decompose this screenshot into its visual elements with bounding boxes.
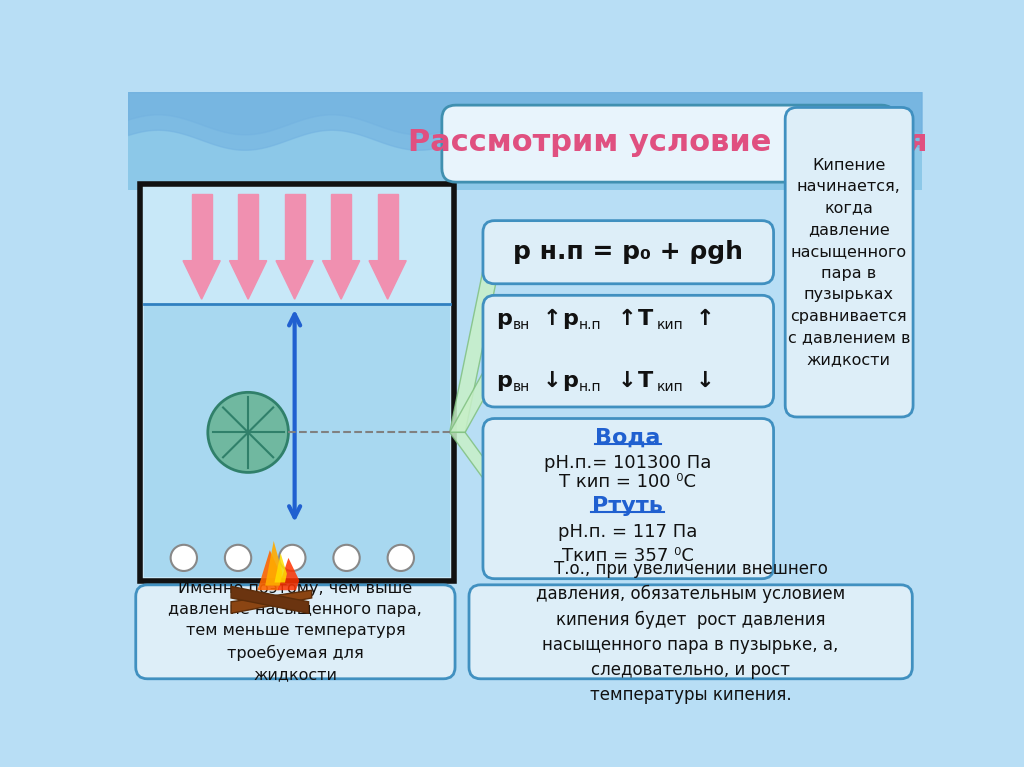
Polygon shape	[378, 194, 397, 261]
Text: ↓: ↓	[617, 370, 637, 391]
Circle shape	[334, 545, 359, 571]
FancyBboxPatch shape	[483, 221, 773, 284]
FancyBboxPatch shape	[128, 92, 922, 189]
FancyBboxPatch shape	[469, 585, 912, 679]
Circle shape	[280, 545, 305, 571]
Polygon shape	[183, 261, 220, 299]
FancyBboxPatch shape	[442, 105, 895, 182]
Text: Ртуть: Ртуть	[593, 495, 664, 515]
Text: Т.о., при увеличении внешнего
давления, обязательным условием
кипения будет  рос: Т.о., при увеличении внешнего давления, …	[536, 560, 845, 703]
Polygon shape	[323, 261, 359, 299]
Text: р н.п = р₀ + ρgh: р н.п = р₀ + ρgh	[513, 240, 742, 264]
Text: ↓: ↓	[695, 370, 714, 391]
Text: ↑: ↑	[543, 309, 561, 329]
Text: рН.п. = 117 Па: рН.п. = 117 Па	[558, 524, 697, 542]
Polygon shape	[257, 550, 283, 591]
Polygon shape	[285, 194, 305, 261]
Text: р: р	[562, 370, 578, 391]
Text: ↓: ↓	[543, 370, 561, 391]
Text: н.п: н.п	[579, 380, 602, 394]
Text: Tкип = 357 ⁰C: Tкип = 357 ⁰C	[562, 547, 694, 565]
Text: T: T	[638, 370, 653, 391]
Polygon shape	[331, 194, 351, 261]
Text: кип: кип	[656, 380, 683, 394]
Polygon shape	[265, 541, 283, 586]
Text: Рассмотрим условие кипения: Рассмотрим условие кипения	[409, 127, 928, 156]
Polygon shape	[238, 194, 258, 261]
Circle shape	[225, 545, 251, 571]
FancyBboxPatch shape	[483, 295, 773, 407]
Polygon shape	[450, 433, 502, 482]
Text: T: T	[638, 309, 653, 329]
Circle shape	[208, 393, 289, 472]
Text: ↑: ↑	[695, 309, 714, 329]
Polygon shape	[369, 261, 407, 299]
FancyBboxPatch shape	[128, 92, 922, 683]
FancyBboxPatch shape	[139, 184, 454, 581]
Text: T кип = 100 ⁰C: T кип = 100 ⁰C	[559, 473, 696, 492]
Text: рН.п.= 101300 Па: рН.п.= 101300 Па	[544, 454, 712, 472]
Text: вн: вн	[513, 380, 530, 394]
Polygon shape	[278, 558, 299, 591]
Polygon shape	[231, 591, 311, 614]
Text: Именно поэтому, чем выше
давление насыщенного пара,
тем меньше температуря
троеб: Именно поэтому, чем выше давление насыще…	[169, 581, 422, 682]
Polygon shape	[276, 261, 313, 299]
Text: р: р	[562, 309, 578, 329]
Text: р: р	[496, 370, 512, 391]
Circle shape	[388, 545, 414, 571]
Polygon shape	[191, 194, 212, 261]
Circle shape	[171, 545, 197, 571]
Text: вн: вн	[513, 318, 530, 332]
Polygon shape	[450, 367, 502, 433]
FancyBboxPatch shape	[483, 419, 773, 578]
Polygon shape	[229, 261, 266, 299]
Text: р: р	[496, 309, 512, 329]
Text: н.п: н.п	[579, 318, 602, 332]
FancyBboxPatch shape	[785, 107, 913, 417]
FancyBboxPatch shape	[136, 585, 455, 679]
Text: ↑: ↑	[617, 309, 637, 329]
Text: кип: кип	[656, 318, 683, 332]
Text: Вода: Вода	[595, 428, 660, 448]
Polygon shape	[274, 553, 287, 582]
Polygon shape	[450, 255, 502, 433]
FancyBboxPatch shape	[143, 304, 450, 577]
Polygon shape	[231, 587, 308, 614]
Text: Кипение
начинается,
когда
давление
насыщенного
пара в
пузырьках
сравнивается
с д: Кипение начинается, когда давление насыщ…	[787, 157, 910, 367]
